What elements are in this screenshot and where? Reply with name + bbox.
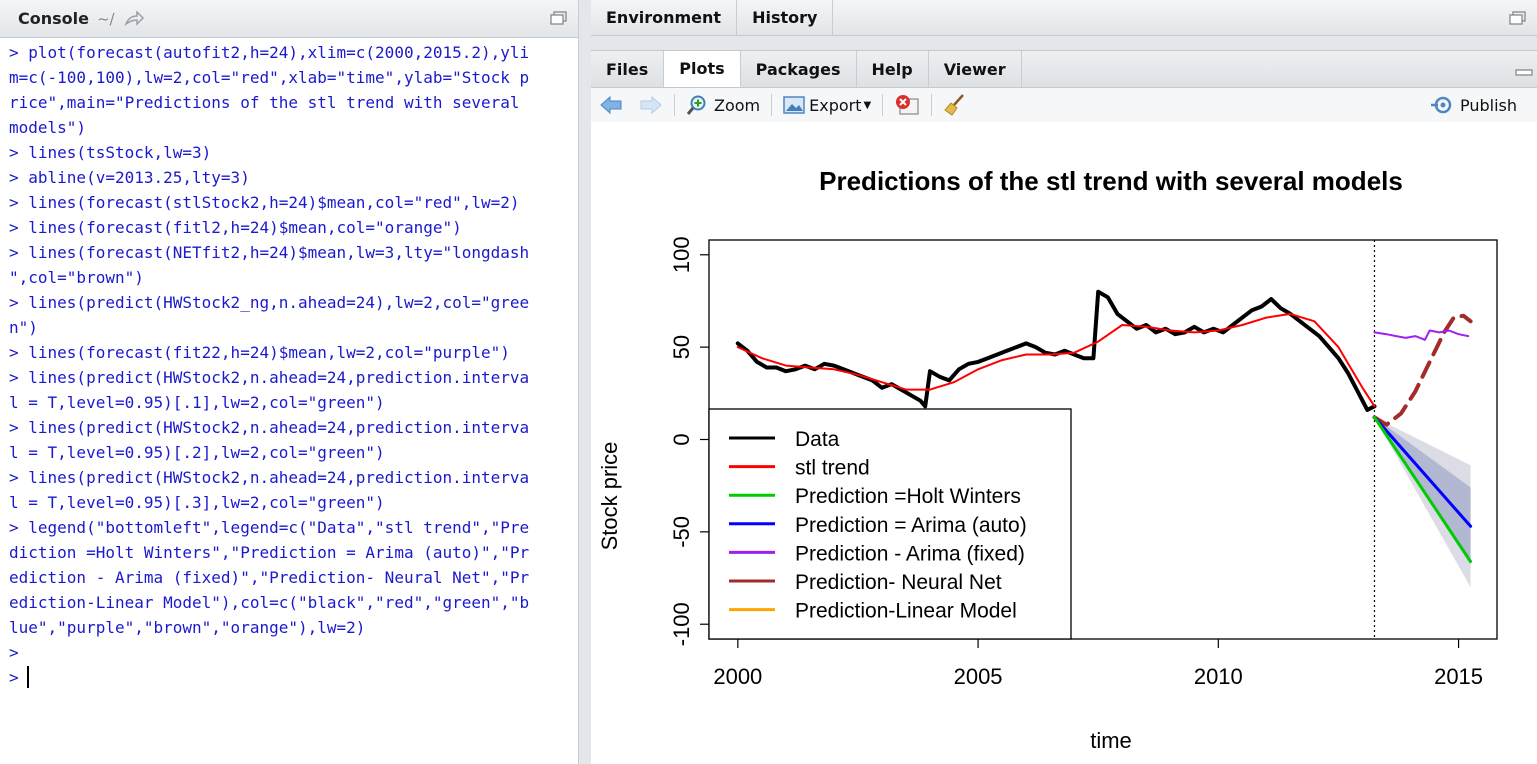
zoom-label: Zoom (714, 95, 761, 115)
y-tick-label: 50 (669, 335, 694, 359)
console-line: ediction-Linear Model"),col=c("black","r… (9, 593, 530, 612)
console-header: Console ~/ (0, 0, 578, 38)
zoom-button[interactable]: Zoom (678, 88, 768, 122)
console-line: l = T,level=0.95)[.1],lw=2,col="green") (9, 393, 385, 412)
legend-label: Data (795, 428, 840, 451)
publish-label: Publish (1459, 95, 1517, 115)
console-line: > abline(v=2013.25,lty=3) (9, 168, 250, 187)
remove-plot-button[interactable] (886, 88, 928, 122)
environment-pane: Environment History (591, 0, 1537, 36)
console-title: Console (18, 9, 89, 28)
export-label: Export (809, 95, 862, 115)
series-line-neural (1372, 313, 1473, 427)
tab-plots[interactable]: Plots (664, 51, 741, 87)
console-line: > lines(forecast(NETfit2,h=24)$mean,lw=3… (9, 243, 530, 262)
x-tick-label: 2010 (1194, 664, 1243, 689)
console-line: > lines(predict(HWStock2,n.ahead=24,pred… (9, 418, 530, 437)
prediction-interval-band (1374, 417, 1471, 588)
arrow-left-icon (600, 95, 622, 115)
console-line: m=c(-100,100),lw=2,col="red",xlab="time"… (9, 68, 530, 87)
plots-pane: Files Plots Packages Help Viewer (591, 50, 1537, 764)
forward-button[interactable] (631, 88, 671, 122)
console-line: diction =Holt Winters","Prediction = Ari… (9, 543, 530, 562)
console-line: lue","purple","brown","orange"),lw=2) (9, 618, 366, 637)
console-line: > lines(tsStock,lw=3) (9, 143, 212, 162)
go-to-directory-icon[interactable] (123, 10, 145, 27)
console-line: > plot(forecast(autofit2,h=24),xlim=c(20… (9, 43, 530, 62)
console-line: ",col="brown") (9, 268, 144, 287)
forecast-chart: Predictions of the stl trend with severa… (591, 122, 1537, 764)
y-tick-label: -100 (669, 602, 694, 646)
x-tick-label: 2005 (954, 664, 1003, 689)
toolbar-divider (882, 94, 884, 116)
console-line: > lines(forecast(fit22,h=24)$mean,lw=2,c… (9, 343, 510, 362)
console-line: l = T,level=0.95)[.2],lw=2,col="green") (9, 443, 385, 462)
maximize-pane-icon[interactable] (550, 11, 568, 25)
toolbar-divider (931, 94, 933, 116)
dropdown-caret-icon: ▼ (863, 99, 872, 111)
console-line: > lines(forecast(fitl2,h=24)$mean,col="o… (9, 218, 462, 237)
legend-label: Prediction =Holt Winters (795, 485, 1021, 508)
plots-toolbar: Zoom Export ▼ (591, 88, 1537, 123)
console-line: > (9, 665, 578, 690)
console-line: ediction - Arima (fixed)","Prediction- N… (9, 568, 530, 587)
console-line: n") (9, 318, 38, 337)
chart-title: Predictions of the stl trend with severa… (819, 166, 1403, 196)
broom-icon (944, 94, 965, 116)
tab-history[interactable]: History (737, 0, 834, 35)
tab-viewer[interactable]: Viewer (929, 51, 1022, 87)
plot-viewer: Predictions of the stl trend with severa… (591, 122, 1537, 764)
legend-label: Prediction-Linear Model (795, 600, 1017, 623)
legend-label: Prediction - Arima (fixed) (795, 542, 1025, 565)
legend-label: stl trend (795, 457, 870, 480)
toolbar-divider (771, 94, 773, 116)
publish-button[interactable]: Publish (1422, 88, 1525, 122)
x-tick-label: 2015 (1434, 664, 1483, 689)
minimize-pane-icon[interactable] (1515, 65, 1533, 77)
toolbar-divider (674, 94, 675, 116)
series-line-holt_winters (1373, 415, 1473, 563)
y-tick-label: 0 (669, 433, 694, 445)
console-line: > lines(predict(HWStock2,n.ahead=24,pred… (9, 468, 530, 487)
console-line: > legend("bottomleft",legend=c("Data","s… (9, 518, 530, 537)
x-axis-label: time (1090, 728, 1132, 753)
arrow-right-icon (640, 95, 662, 115)
y-tick-label: 100 (669, 236, 694, 273)
series-line-arima_fixed (1373, 329, 1470, 341)
console-line: rice",main="Predictions of the stl trend… (9, 93, 530, 112)
tab-environment[interactable]: Environment (591, 0, 738, 35)
console-path: ~/ (96, 9, 115, 28)
x-tick-label: 2000 (713, 664, 762, 689)
zoom-icon (686, 95, 706, 115)
console-line: > (9, 643, 19, 662)
plots-tab-bar: Files Plots Packages Help Viewer (591, 51, 1537, 88)
back-button[interactable] (591, 88, 631, 122)
series-line-arima_auto (1373, 415, 1473, 528)
tab-files[interactable]: Files (591, 51, 665, 87)
console-line: l = T,level=0.95)[.3],lw=2,col="green") (9, 493, 385, 512)
restore-pane-icon[interactable] (1509, 11, 1527, 25)
console-line: > lines(forecast(stlStock2,h=24)$mean,co… (9, 193, 520, 212)
legend-label: Prediction = Arima (auto) (795, 514, 1027, 537)
console-pane[interactable]: Console ~/ > plot(forecast(autofit2,h=24… (0, 0, 579, 764)
y-tick-label: -50 (669, 516, 694, 548)
console-line: models") (9, 118, 87, 137)
publish-icon (1430, 96, 1452, 114)
export-button[interactable]: Export ▼ (775, 88, 879, 122)
console-output[interactable]: > plot(forecast(autofit2,h=24),xlim=c(20… (0, 38, 578, 690)
console-line: > lines(predict(HWStock2_ng,n.ahead=24),… (9, 293, 530, 312)
pane-splitter[interactable] (579, 0, 591, 764)
clear-all-plots-button[interactable] (935, 88, 975, 122)
plot-region (735, 240, 1473, 639)
tab-packages[interactable]: Packages (741, 51, 857, 87)
tab-help[interactable]: Help (857, 51, 929, 87)
console-line: > lines(predict(HWStock2,n.ahead=24,pred… (9, 368, 530, 387)
export-image-icon (783, 96, 805, 114)
legend-label: Prediction- Neural Net (795, 571, 1002, 594)
remove-plot-icon (896, 95, 919, 115)
y-axis-label: Stock price (597, 442, 622, 551)
text-cursor (26, 666, 29, 688)
series-line-trend (736, 312, 1376, 408)
